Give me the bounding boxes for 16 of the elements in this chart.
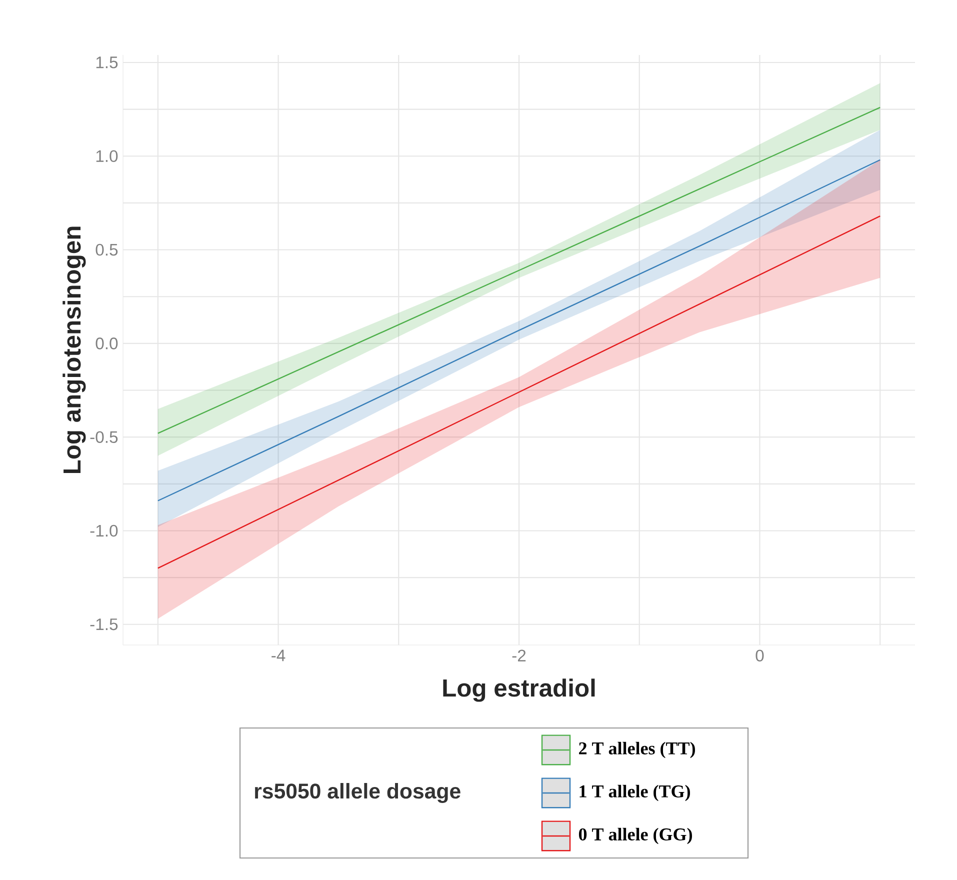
y-tick-label: 0.0	[96, 338, 118, 350]
y-tick-label: -1.5	[90, 618, 118, 630]
legend-label: 0 T allele (GG)	[578, 828, 692, 844]
y-axis-title: Log angiotensinogen	[62, 226, 86, 474]
y-tick-label: -1.0	[90, 524, 118, 537]
x-axis-title: Log estradiol	[443, 678, 595, 702]
y-tick-label: 0.5	[96, 244, 118, 256]
x-tick-label: -2	[512, 650, 526, 662]
legend-title: rs5050 allele dosage	[255, 783, 460, 803]
legend-label: 2 T alleles (TT)	[579, 742, 695, 758]
y-tick-label: -0.5	[90, 431, 118, 443]
y-tick-label: 1.5	[96, 56, 118, 68]
legend-label: 1 T allele (TG)	[580, 784, 690, 802]
x-tick-label: 0	[756, 650, 764, 662]
x-tick-label: -4	[272, 650, 286, 662]
y-tick-label: 1.0	[96, 150, 118, 162]
